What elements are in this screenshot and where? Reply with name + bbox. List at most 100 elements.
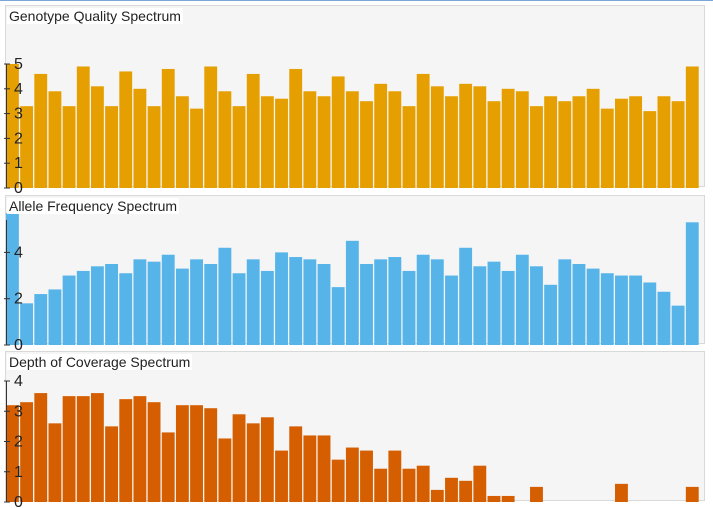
genotype-quality-bar <box>430 86 444 188</box>
allele-frequency-bar <box>671 305 685 345</box>
allele-frequency-bar <box>360 263 373 345</box>
allele-frequency-bar <box>558 259 572 345</box>
allele-frequency-bar <box>147 261 161 345</box>
depth-of-coverage-bar <box>105 426 118 503</box>
genotype-quality-bar <box>119 71 133 188</box>
allele-frequency-bar <box>161 254 175 345</box>
chart-panel-depth-of-coverage: 0 1 2 3 4 Depth of Coverage Spectrum <box>4 351 705 508</box>
genotype-quality-bar <box>374 83 388 188</box>
genotype-quality-bar <box>586 88 600 188</box>
depth-of-coverage-bar <box>76 396 90 503</box>
genotype-quality-bar <box>20 106 34 188</box>
depth-of-coverage-bar <box>331 459 345 502</box>
genotype-quality-bar <box>218 91 232 188</box>
genotype-quality-bar <box>530 106 543 188</box>
genotype-quality-bar <box>34 73 48 188</box>
genotype-quality-bar <box>600 108 614 188</box>
depth-of-coverage-bar <box>445 477 458 502</box>
genotype-quality-bar <box>175 96 189 188</box>
depth-of-coverage-bar <box>360 450 373 502</box>
genotype-quality-bar <box>275 98 288 188</box>
genotype-quality-bar <box>445 96 458 188</box>
depth-of-coverage-bar <box>90 393 104 502</box>
genotype-quality-bar <box>90 86 104 188</box>
genotype-quality-y-tick-label: 5 <box>14 56 23 73</box>
depth-of-coverage-bar <box>615 483 628 502</box>
allele-frequency-bar <box>175 268 189 345</box>
allele-frequency-bar <box>119 273 133 345</box>
allele-frequency-bar <box>657 291 671 345</box>
allele-frequency-bar <box>133 259 147 345</box>
allele-frequency-bar <box>615 275 628 345</box>
genotype-quality-bar <box>487 101 501 188</box>
genotype-quality-bar <box>643 111 657 188</box>
genotype-quality-bar <box>331 76 345 188</box>
allele-frequency-bar <box>246 259 260 345</box>
depth-of-coverage-y-tick-label: 4 <box>14 373 23 390</box>
allele-frequency-bar <box>345 240 359 345</box>
genotype-quality-bar <box>303 91 317 188</box>
depth-of-coverage-bar <box>473 465 487 502</box>
allele-frequency-bar <box>402 270 416 345</box>
depth-of-coverage-bar <box>133 396 147 503</box>
genotype-quality-bar <box>289 68 303 188</box>
allele-frequency-bar <box>232 273 246 345</box>
allele-frequency-bar <box>600 273 614 345</box>
genotype-quality-bar <box>657 96 671 188</box>
genotype-quality-bar <box>360 101 373 188</box>
allele-frequency-bar <box>34 294 48 345</box>
genotype-quality-bar <box>515 91 529 188</box>
depth-of-coverage-bar <box>685 486 699 503</box>
depth-of-coverage-bar <box>161 432 175 502</box>
genotype-quality-bar <box>473 86 487 188</box>
genotype-quality-bar <box>48 91 62 188</box>
genotype-quality-bar <box>190 108 203 188</box>
allele-frequency-bar <box>374 259 388 345</box>
chart-title-allele-frequency: Allele Frequency Spectrum <box>7 198 180 214</box>
depth-of-coverage-bar <box>275 450 288 502</box>
depth-of-coverage-bar <box>374 468 388 502</box>
allele-frequency-bar <box>487 261 501 345</box>
genotype-quality-y-tick-label: 0 <box>14 180 23 197</box>
allele-frequency-bar <box>515 254 529 345</box>
genotype-quality-bar <box>345 91 359 188</box>
genotype-quality-bar <box>62 106 76 188</box>
depth-of-coverage-bar <box>303 435 317 502</box>
genotype-quality-bar <box>161 68 175 188</box>
allele-frequency-bar <box>105 263 118 345</box>
allele-frequency-bar <box>501 270 515 345</box>
genotype-quality-bar <box>416 73 430 188</box>
depth-of-coverage-bar <box>218 438 232 502</box>
depth-of-coverage-y-tick-label: 1 <box>14 464 23 481</box>
allele-frequency-bar <box>76 270 90 345</box>
genotype-quality-y-tick-label: 2 <box>14 130 23 147</box>
depth-of-coverage-bar <box>175 405 189 502</box>
genotype-quality-bar <box>459 83 473 188</box>
depth-of-coverage-bar <box>430 489 444 502</box>
genotype-quality-y-tick-label: 4 <box>14 81 23 98</box>
depth-of-coverage-bar <box>119 399 133 502</box>
depth-of-coverage-bar <box>530 486 543 503</box>
genotype-quality-bar-chart: 0 1 2 3 4 5 <box>4 56 699 197</box>
genotype-quality-bar <box>317 96 331 188</box>
depth-of-coverage-bar <box>345 447 359 502</box>
depth-of-coverage-bar <box>34 393 48 502</box>
allele-frequency-bar <box>204 263 218 345</box>
genotype-quality-bar <box>147 106 161 188</box>
allele-frequency-bar <box>388 257 402 345</box>
allele-frequency-bar <box>430 259 444 345</box>
genotype-quality-bar <box>615 98 628 188</box>
genotype-quality-bar <box>558 101 572 188</box>
allele-frequency-bar <box>62 275 76 345</box>
depth-of-coverage-bar <box>246 423 260 502</box>
allele-frequency-bar <box>544 284 558 345</box>
genotype-quality-bar <box>544 96 558 188</box>
depth-of-coverage-bar <box>289 426 303 503</box>
allele-frequency-bar <box>459 247 473 345</box>
depth-of-coverage-bar-chart: 0 1 2 3 4 <box>4 373 699 508</box>
genotype-quality-y-tick-label: 3 <box>14 106 23 123</box>
allele-frequency-bar <box>586 268 600 345</box>
depth-of-coverage-bar <box>62 396 76 503</box>
depth-of-coverage-bar <box>190 405 203 502</box>
allele-frequency-bar <box>20 303 34 345</box>
